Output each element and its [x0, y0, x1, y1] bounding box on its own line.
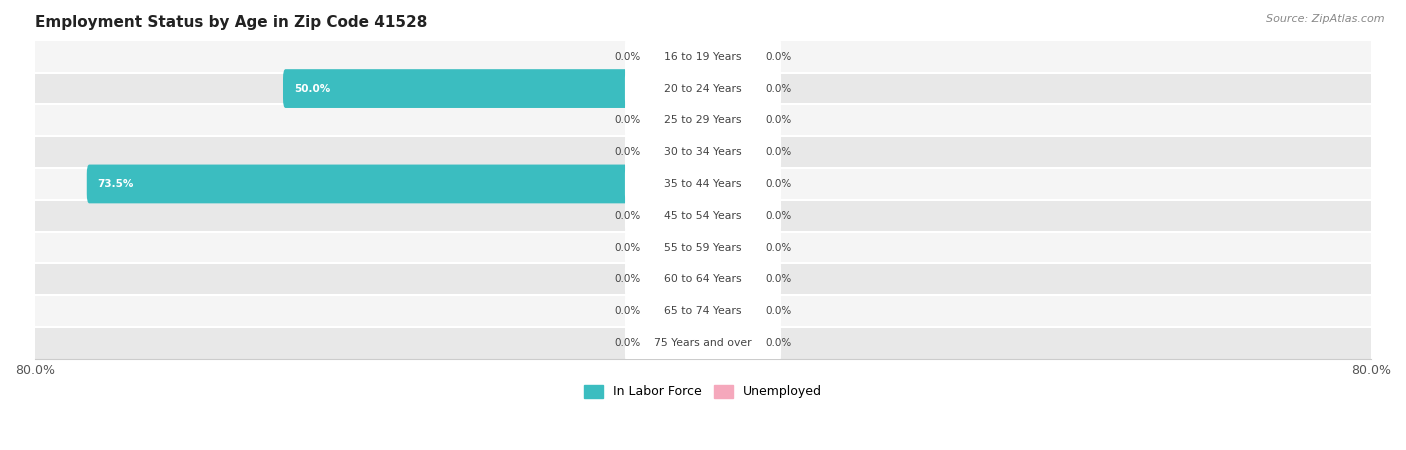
FancyBboxPatch shape: [624, 289, 782, 333]
Text: Employment Status by Age in Zip Code 41528: Employment Status by Age in Zip Code 415…: [35, 15, 427, 30]
Text: 0.0%: 0.0%: [614, 147, 640, 157]
FancyBboxPatch shape: [700, 37, 763, 76]
Bar: [35, 41, 1371, 73]
Text: 35 to 44 Years: 35 to 44 Years: [664, 179, 742, 189]
Text: 25 to 29 Years: 25 to 29 Years: [664, 115, 742, 126]
FancyBboxPatch shape: [700, 292, 763, 330]
Text: 0.0%: 0.0%: [614, 338, 640, 348]
Bar: [35, 327, 1371, 359]
Text: 0.0%: 0.0%: [614, 115, 640, 126]
Text: 0.0%: 0.0%: [766, 211, 792, 221]
Bar: [35, 136, 1371, 168]
FancyBboxPatch shape: [624, 67, 782, 110]
Text: 20 to 24 Years: 20 to 24 Years: [664, 84, 742, 94]
Text: 65 to 74 Years: 65 to 74 Years: [664, 306, 742, 316]
FancyBboxPatch shape: [643, 133, 706, 171]
Text: 73.5%: 73.5%: [97, 179, 134, 189]
Text: 0.0%: 0.0%: [766, 338, 792, 348]
FancyBboxPatch shape: [700, 196, 763, 235]
Text: 45 to 54 Years: 45 to 54 Years: [664, 211, 742, 221]
Text: 50.0%: 50.0%: [294, 84, 330, 94]
Text: 0.0%: 0.0%: [766, 243, 792, 252]
FancyBboxPatch shape: [624, 321, 782, 365]
Bar: [35, 104, 1371, 136]
Text: 0.0%: 0.0%: [614, 306, 640, 316]
Text: 0.0%: 0.0%: [766, 179, 792, 189]
FancyBboxPatch shape: [624, 226, 782, 269]
Text: 60 to 64 Years: 60 to 64 Years: [664, 274, 742, 284]
Text: 75 Years and over: 75 Years and over: [654, 338, 752, 348]
FancyBboxPatch shape: [624, 258, 782, 301]
FancyBboxPatch shape: [700, 165, 763, 203]
Text: 0.0%: 0.0%: [614, 211, 640, 221]
FancyBboxPatch shape: [643, 260, 706, 299]
FancyBboxPatch shape: [700, 69, 763, 108]
Text: 0.0%: 0.0%: [766, 147, 792, 157]
FancyBboxPatch shape: [643, 324, 706, 362]
Bar: [35, 232, 1371, 263]
FancyBboxPatch shape: [624, 99, 782, 142]
FancyBboxPatch shape: [624, 35, 782, 78]
Text: 0.0%: 0.0%: [766, 84, 792, 94]
FancyBboxPatch shape: [643, 196, 706, 235]
Text: 16 to 19 Years: 16 to 19 Years: [664, 52, 742, 62]
FancyBboxPatch shape: [700, 101, 763, 140]
Bar: [35, 295, 1371, 327]
Text: 0.0%: 0.0%: [614, 243, 640, 252]
Text: 0.0%: 0.0%: [614, 52, 640, 62]
Legend: In Labor Force, Unemployed: In Labor Force, Unemployed: [579, 380, 827, 404]
FancyBboxPatch shape: [283, 69, 706, 108]
FancyBboxPatch shape: [624, 194, 782, 237]
Text: 0.0%: 0.0%: [766, 306, 792, 316]
Text: 30 to 34 Years: 30 to 34 Years: [664, 147, 742, 157]
Bar: [35, 200, 1371, 232]
Text: Source: ZipAtlas.com: Source: ZipAtlas.com: [1267, 14, 1385, 23]
Bar: [35, 73, 1371, 104]
FancyBboxPatch shape: [87, 165, 706, 203]
FancyBboxPatch shape: [624, 162, 782, 206]
FancyBboxPatch shape: [700, 260, 763, 299]
FancyBboxPatch shape: [643, 101, 706, 140]
FancyBboxPatch shape: [643, 292, 706, 330]
Text: 55 to 59 Years: 55 to 59 Years: [664, 243, 742, 252]
Bar: [35, 263, 1371, 295]
FancyBboxPatch shape: [643, 37, 706, 76]
Bar: [35, 168, 1371, 200]
FancyBboxPatch shape: [624, 130, 782, 174]
Text: 0.0%: 0.0%: [766, 274, 792, 284]
FancyBboxPatch shape: [700, 324, 763, 362]
FancyBboxPatch shape: [643, 228, 706, 267]
FancyBboxPatch shape: [700, 133, 763, 171]
Text: 0.0%: 0.0%: [766, 115, 792, 126]
Text: 0.0%: 0.0%: [766, 52, 792, 62]
Text: 0.0%: 0.0%: [614, 274, 640, 284]
FancyBboxPatch shape: [700, 228, 763, 267]
